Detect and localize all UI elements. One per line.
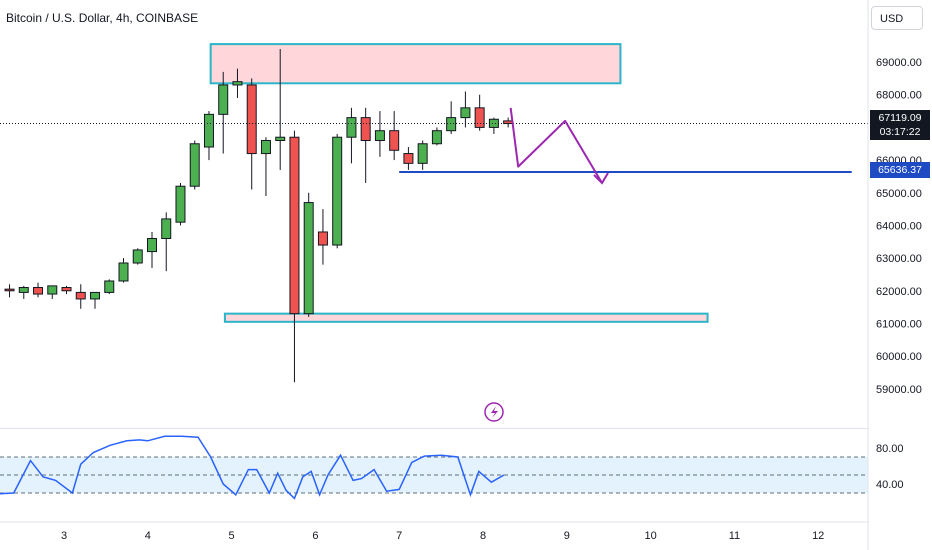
candle-body: [75, 291, 86, 300]
projection-path: [509, 107, 603, 184]
candle-body: [260, 139, 271, 155]
candle-body: [488, 118, 499, 128]
candle-body: [246, 84, 257, 155]
candle-body: [374, 130, 385, 141]
candle-body: [33, 287, 44, 295]
chart-title: Bitcoin / U.S. Dollar, 4h, COINBASE: [6, 11, 199, 25]
candle-body: [18, 287, 29, 293]
rsi-layer: [0, 435, 505, 500]
y-tick-label: 65000.00: [876, 188, 922, 200]
current-price-label: 67119.09 03:17:22: [870, 110, 930, 140]
x-tick-label: 11: [729, 530, 740, 542]
current-price-value: 67119.09: [878, 112, 922, 124]
candle-body: [360, 117, 371, 141]
candle-body: [275, 136, 286, 141]
overlay-layer: [0, 107, 868, 422]
candle-body: [61, 287, 72, 292]
countdown-value: 03:17:22: [879, 126, 921, 138]
candle-body: [175, 185, 186, 223]
lightning-icon-glyph: [491, 406, 498, 418]
x-tick-label: 5: [229, 530, 235, 542]
y-tick-label: 62000.00: [876, 286, 922, 298]
y-tick-label: 64000.00: [876, 220, 922, 232]
zones-layer: [209, 43, 709, 323]
candle-body: [417, 143, 428, 164]
candle-body: [189, 143, 200, 187]
projection-arrowhead: [593, 172, 609, 185]
candle-body: [132, 249, 143, 264]
candle-body: [460, 107, 471, 119]
pane-divider: [0, 428, 868, 429]
x-tick-label: 10: [644, 530, 656, 542]
candle-body: [161, 218, 172, 240]
x-tick-label: 8: [480, 530, 486, 542]
y-tick-label: 59000.00: [876, 384, 922, 396]
rsi-tick-label: 80.00: [876, 443, 904, 455]
candle-body: [303, 202, 314, 315]
candle-body: [232, 81, 243, 86]
rsi-tick-label: 40.00: [876, 479, 904, 491]
candles-layer: [4, 49, 514, 383]
currency-button[interactable]: USD: [871, 6, 923, 30]
candle-body: [104, 280, 115, 293]
candle-body: [474, 107, 485, 128]
candle-body: [90, 291, 101, 300]
candle-body: [289, 136, 300, 315]
candle-body: [47, 285, 58, 295]
candle-body: [389, 130, 400, 151]
candle-body: [403, 153, 414, 164]
x-tick-label: 6: [312, 530, 318, 542]
rsi-line: [0, 435, 505, 500]
candle-body: [317, 231, 328, 246]
y-tick-label: 68000.00: [876, 90, 922, 102]
candle-body: [218, 84, 229, 115]
candle-body: [332, 136, 343, 246]
supply-zone: [209, 43, 622, 85]
candle-body: [203, 113, 214, 148]
x-tick-label: 7: [396, 530, 402, 542]
rsi-band-layer: [0, 456, 868, 494]
x-tick-label: 9: [564, 530, 570, 542]
x-tick-label: 4: [145, 530, 151, 542]
y-tick-label: 60000.00: [876, 351, 922, 363]
y-tick-label: 61000.00: [876, 318, 922, 330]
x-tick-label: 3: [61, 530, 67, 542]
candle-body: [446, 117, 457, 132]
level-price-label: 65636.37: [870, 162, 930, 178]
x-tick-label: 12: [812, 530, 824, 542]
candle-body: [118, 262, 129, 282]
candle-body: [4, 288, 15, 292]
y-tick-label: 63000.00: [876, 253, 922, 265]
candle-body: [346, 117, 357, 138]
candle-body: [431, 130, 442, 145]
y-tick-label: 69000.00: [876, 57, 922, 69]
candle-body: [146, 238, 157, 253]
demand-zone: [223, 312, 709, 323]
